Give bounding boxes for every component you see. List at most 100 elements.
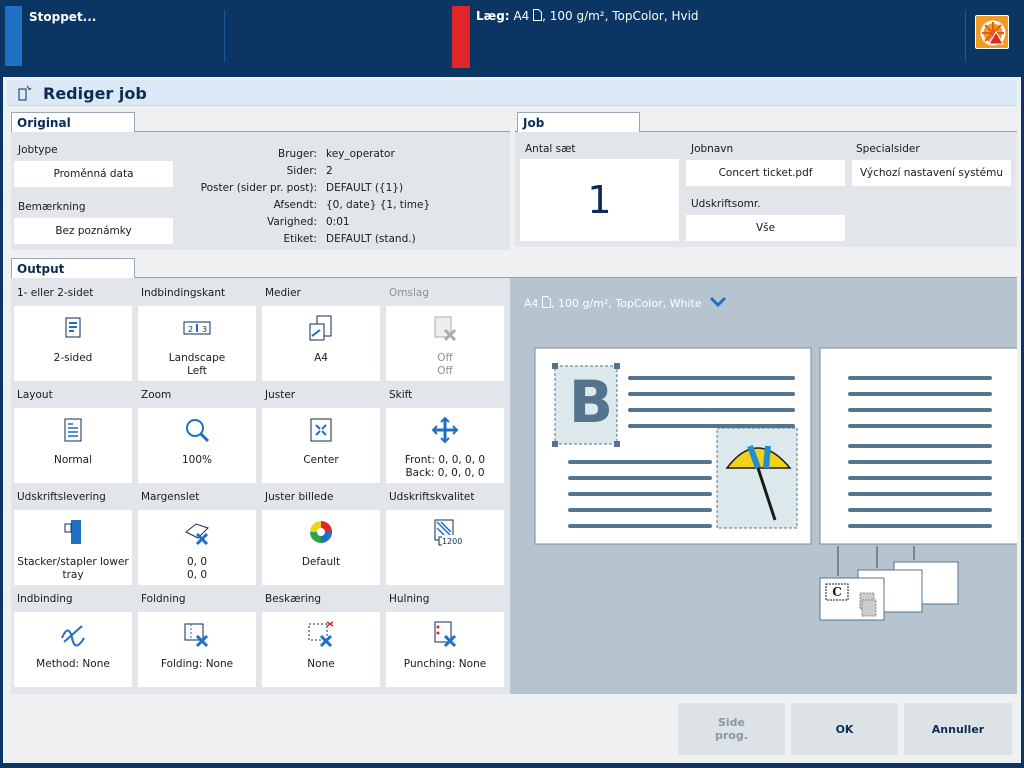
tile-binding-edge-button[interactable]: 2 3 Landscape Left bbox=[138, 306, 256, 381]
load-desc: , 100 g/m², TopColor, Hvid bbox=[542, 9, 699, 23]
detail-key: Bruger: bbox=[278, 148, 317, 160]
detail-key: Etiket: bbox=[283, 233, 318, 245]
tile-shift-button[interactable]: Front: 0, 0, 0, 0 Back: 0, 0, 0, 0 bbox=[386, 408, 504, 483]
divider bbox=[224, 10, 225, 62]
page-icon bbox=[533, 9, 543, 21]
load-media-info[interactable]: Læg: A4 , 100 g/m², TopColor, Hvid bbox=[476, 9, 699, 23]
tile-value-line1: Front: 0, 0, 0, 0 bbox=[404, 454, 486, 466]
tile-image-adjust-button[interactable]: Default bbox=[262, 510, 380, 585]
tile-label-folding: Foldning bbox=[135, 589, 259, 609]
tile-label-binding-edge: Indbindingskant bbox=[135, 283, 259, 303]
tile-value: Method: None bbox=[14, 658, 132, 671]
tile-delivery-button[interactable]: Stacker/stapler lower tray bbox=[14, 510, 132, 585]
tile-zoom-button[interactable]: 100% bbox=[138, 408, 256, 483]
tile-value-line2: Off bbox=[437, 365, 453, 377]
detail-key: Poster (sider pr. post): bbox=[200, 182, 317, 194]
detail-row: Varighed: 0:01 bbox=[183, 214, 503, 231]
tile-value: Normal bbox=[14, 454, 132, 467]
tile-value: Stacker/stapler lower tray bbox=[14, 556, 132, 582]
tile-folding-button[interactable]: Folding: None bbox=[138, 612, 256, 687]
edit-job-dialog: Rediger job Original Jobtype Proměnná da… bbox=[3, 77, 1021, 763]
binding-icon bbox=[59, 620, 87, 648]
detail-row: Sider: 2 bbox=[183, 163, 503, 180]
tile-value-line1: Off bbox=[437, 352, 453, 364]
tile-value-line1: 100% bbox=[181, 454, 213, 466]
duplex-icon bbox=[59, 314, 87, 342]
tile-value: Front: 0, 0, 0, 0 Back: 0, 0, 0, 0 bbox=[386, 454, 504, 480]
tile-value: 100% bbox=[138, 454, 256, 467]
detail-value: DEFAULT ({1}) bbox=[326, 182, 404, 194]
tile-value-line1: Folding: None bbox=[160, 658, 234, 670]
shift-icon bbox=[431, 416, 459, 444]
preview-media-selector[interactable]: A4 , 100 g/m², TopColor, White bbox=[524, 296, 727, 310]
tile-cover-button[interactable]: Off Off bbox=[386, 306, 504, 381]
dialog-titlebar: Rediger job bbox=[7, 80, 1017, 106]
tile-value-line1: Normal bbox=[54, 454, 92, 466]
tab-job[interactable]: Job bbox=[517, 112, 640, 132]
tile-label-binding: Indbinding bbox=[11, 589, 135, 609]
tile-label-trimming: Beskæring bbox=[259, 589, 383, 609]
punching-icon bbox=[431, 620, 459, 648]
tile-value-line2: 0, 0 bbox=[186, 569, 208, 581]
tile-value: 0, 0 0, 0 bbox=[138, 556, 256, 582]
tile-label-layout: Layout bbox=[11, 385, 135, 405]
tile-value-line1: Default bbox=[301, 556, 341, 568]
detail-value: {0, date} {1, time} bbox=[326, 199, 431, 211]
jobtype-label: Jobtype bbox=[18, 144, 58, 156]
adjust-icon bbox=[307, 416, 335, 444]
status-indicator-red bbox=[452, 6, 470, 68]
detail-key: Varighed: bbox=[266, 216, 317, 228]
jobtype-value[interactable]: Proměnná data bbox=[14, 161, 173, 187]
jobname-value[interactable]: Concert ticket.pdf bbox=[686, 160, 845, 186]
tile-trimming-button[interactable]: None bbox=[262, 612, 380, 687]
tile-value: Punching: None bbox=[386, 658, 504, 671]
special-pages-label: Specialsider bbox=[856, 143, 920, 155]
status-indicator-blue bbox=[5, 6, 22, 66]
detail-row: Afsendt: {0, date} {1, time} bbox=[183, 197, 503, 214]
print-range-value[interactable]: Vše bbox=[686, 215, 845, 241]
tile-label-margin-erase: Margenslet bbox=[135, 487, 259, 507]
delivery-icon bbox=[59, 518, 87, 546]
side-programming-button[interactable]: Side prog. bbox=[678, 703, 785, 755]
preview-image-letter: B bbox=[568, 368, 614, 436]
tile-duplex-button[interactable]: 2-sided bbox=[14, 306, 132, 381]
tile-binding-button[interactable]: Method: None bbox=[14, 612, 132, 687]
image-adjust-icon bbox=[307, 518, 335, 546]
tile-value-line2: Left bbox=[187, 365, 207, 377]
tile-margin-erase-button[interactable]: 0, 0 0, 0 bbox=[138, 510, 256, 585]
divider bbox=[11, 131, 510, 132]
tile-label-print-quality: Udskriftskvalitet bbox=[383, 487, 507, 507]
tile-print-quality-button[interactable]: 1200 bbox=[386, 510, 504, 585]
detail-key: Sider: bbox=[286, 165, 317, 177]
tile-layout-button[interactable]: Normal bbox=[14, 408, 132, 483]
tile-adjust-button[interactable]: Center bbox=[262, 408, 380, 483]
tile-value: Default bbox=[262, 556, 380, 569]
tile-value-line1: Landscape bbox=[168, 352, 226, 364]
cover-icon bbox=[431, 314, 459, 342]
tile-value-line2: Back: 0, 0, 0, 0 bbox=[405, 467, 485, 479]
tile-value: A4 bbox=[262, 352, 380, 365]
tile-media-button[interactable]: A4 bbox=[262, 306, 380, 381]
detail-value: 0:01 bbox=[326, 216, 350, 228]
detail-row: Etiket: DEFAULT (stand.) bbox=[183, 231, 503, 248]
tab-original[interactable]: Original bbox=[11, 112, 135, 132]
side-button-label-2: prog. bbox=[715, 729, 748, 742]
tab-output[interactable]: Output bbox=[11, 258, 135, 278]
tile-value: None bbox=[262, 658, 380, 671]
cancel-button[interactable]: Annuller bbox=[904, 703, 1012, 755]
tile-value-line1: Stacker/stapler lower bbox=[17, 556, 129, 568]
note-value[interactable]: Bez poznámky bbox=[14, 218, 173, 244]
page-icon bbox=[542, 296, 552, 308]
jobname-label: Jobnavn bbox=[691, 143, 734, 155]
load-label: Læg: bbox=[476, 9, 510, 23]
ok-button[interactable]: OK bbox=[791, 703, 898, 755]
system-warning-icon[interactable] bbox=[975, 15, 1009, 49]
dialog-title: Rediger job bbox=[43, 84, 147, 103]
tile-label-punching: Hulning bbox=[383, 589, 507, 609]
print-preview: A4 , 100 g/m², TopColor, White bbox=[510, 278, 1017, 694]
printer-status[interactable]: Stoppet... bbox=[29, 10, 97, 24]
tile-label-cover: Omslag bbox=[383, 283, 507, 303]
copies-value[interactable]: 1 bbox=[520, 159, 679, 241]
special-pages-value[interactable]: Výchozí nastavení systému bbox=[852, 160, 1011, 186]
tile-punching-button[interactable]: Punching: None bbox=[386, 612, 504, 687]
